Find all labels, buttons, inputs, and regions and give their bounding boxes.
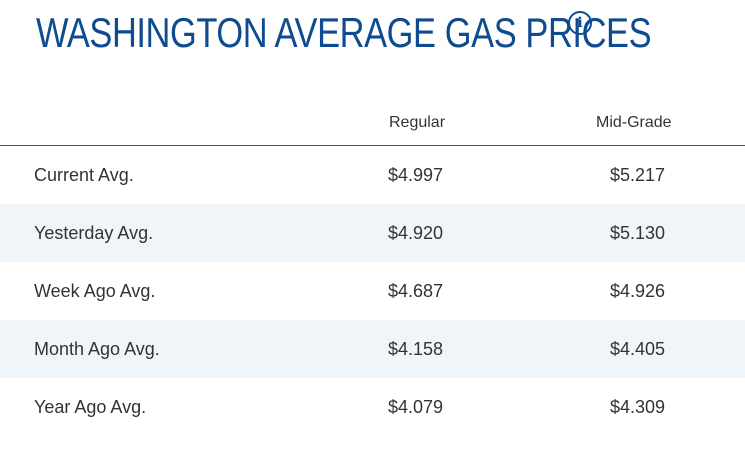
title-wrap: WASHINGTON AVERAGE GAS PRICES i [36, 8, 676, 58]
mid-grade-price: $4.926 [610, 281, 666, 301]
row-label: Week Ago Avg. [34, 281, 156, 301]
table-row: Week Ago Avg. $4.687 $4.926 [0, 262, 745, 320]
table-row: Current Avg. $4.997 $5.217 [0, 146, 745, 204]
row-label: Current Avg. [34, 165, 134, 185]
regular-price: $4.997 [388, 165, 444, 185]
gas-prices-table: Regular Mid-Grade Current Avg. $4.997 $5… [0, 100, 745, 436]
page-title: WASHINGTON AVERAGE GAS PRICES [36, 9, 652, 56]
regular-price: $4.920 [388, 223, 444, 243]
table-header: Regular Mid-Grade [0, 100, 745, 146]
info-icon[interactable]: i [568, 11, 592, 35]
row-label: Month Ago Avg. [34, 339, 160, 359]
mid-grade-price: $5.217 [610, 165, 666, 185]
column-header-mid-grade: Mid-Grade [596, 114, 672, 131]
mid-grade-price: $4.405 [610, 339, 666, 359]
mid-grade-price: $4.309 [610, 397, 666, 417]
row-label: Yesterday Avg. [34, 223, 154, 243]
column-header-regular: Regular [389, 114, 446, 131]
regular-price: $4.687 [388, 281, 444, 301]
table-row: Yesterday Avg. $4.920 $5.130 [0, 204, 745, 262]
table-row: Year Ago Avg. $4.079 $4.309 [0, 378, 745, 436]
regular-price: $4.158 [388, 339, 444, 359]
regular-price: $4.079 [388, 397, 444, 417]
table-row: Month Ago Avg. $4.158 $4.405 [0, 320, 745, 378]
row-label: Year Ago Avg. [34, 397, 147, 417]
mid-grade-price: $5.130 [610, 223, 666, 243]
